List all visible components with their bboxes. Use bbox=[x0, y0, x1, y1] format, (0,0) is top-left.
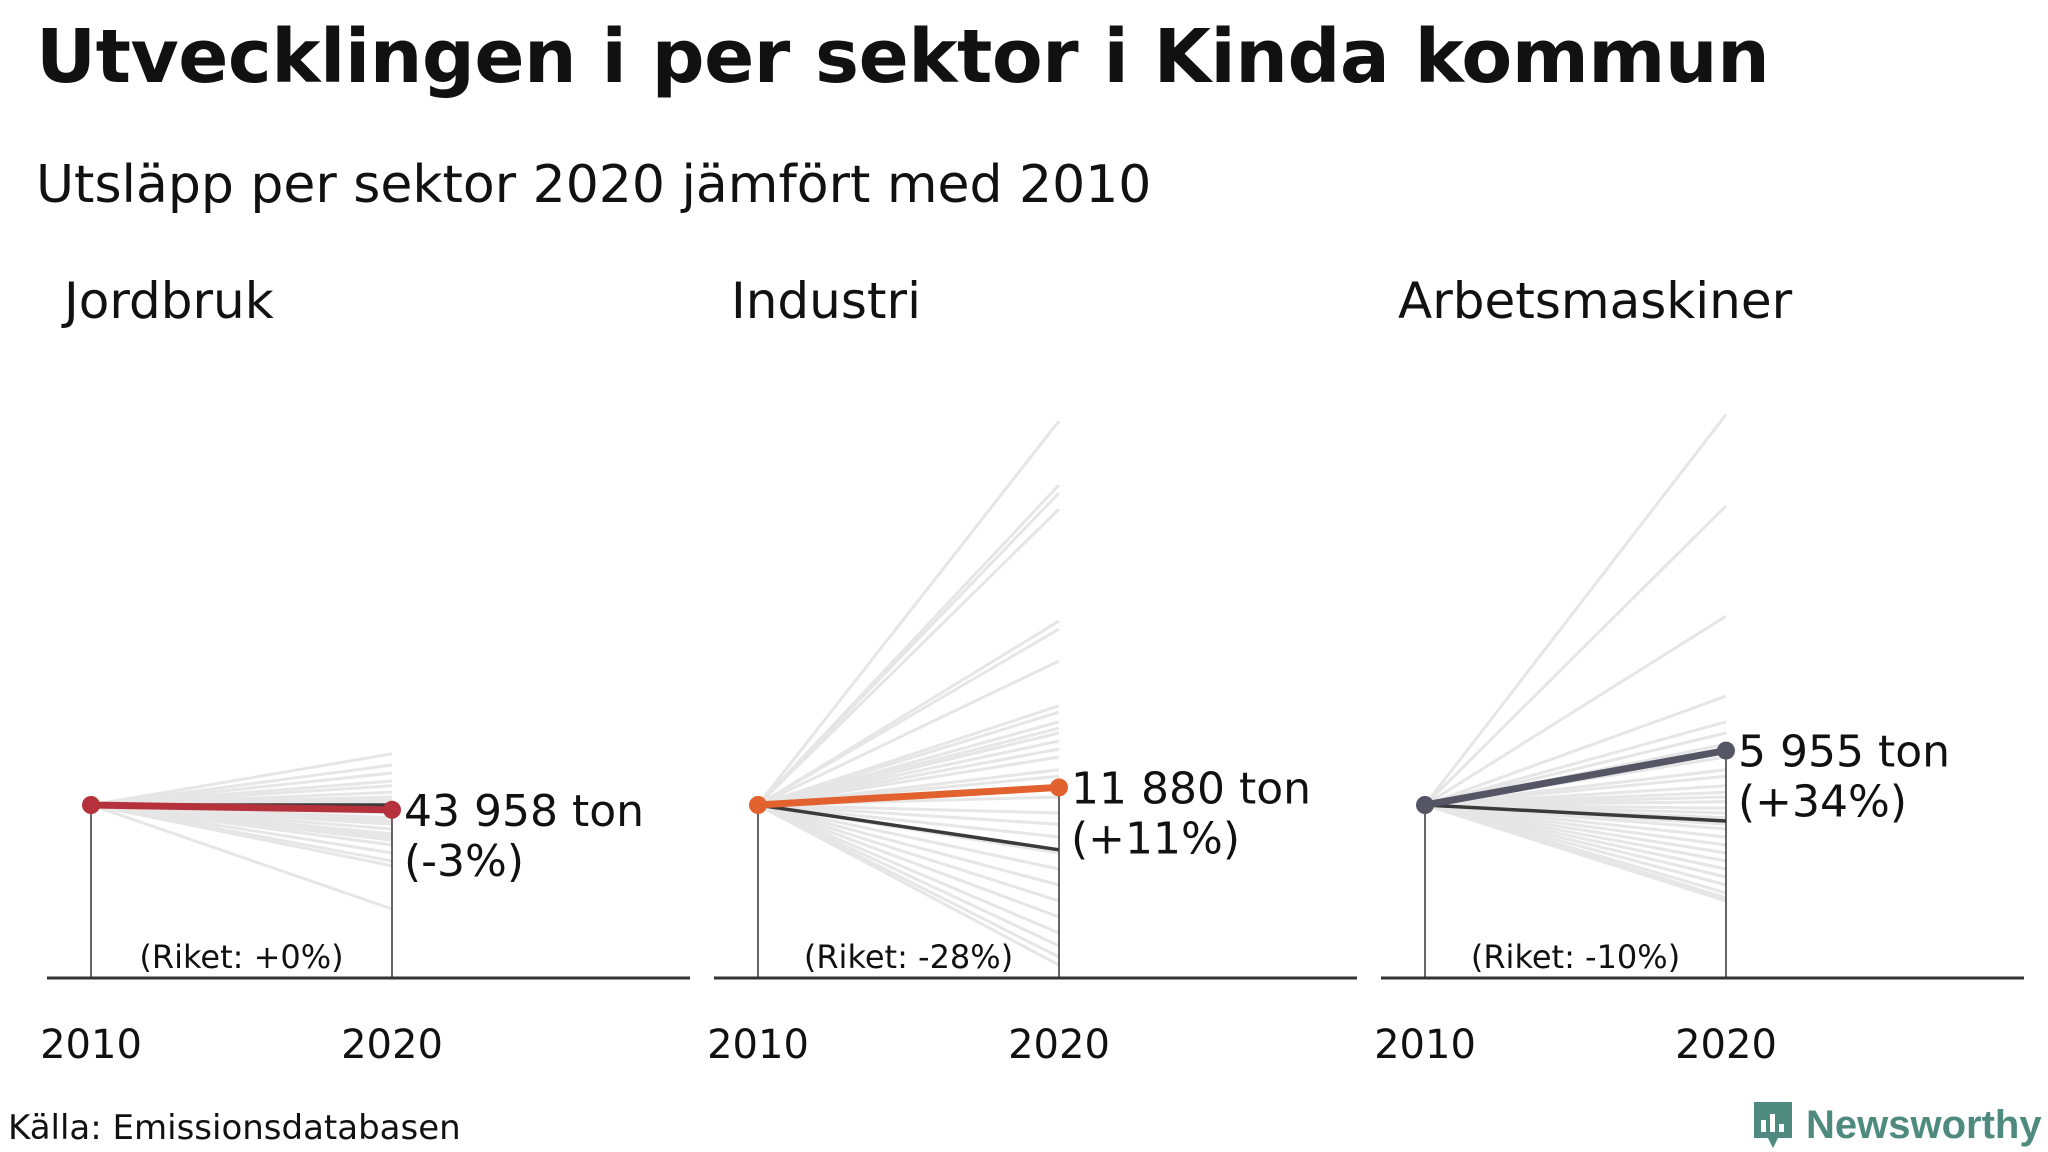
x-tick-label: 2020 bbox=[341, 1022, 443, 1068]
x-tick-label: 2020 bbox=[1008, 1022, 1110, 1068]
other-municipality-line bbox=[757, 755, 1060, 807]
municipality-line bbox=[1421, 747, 1730, 809]
other-municipality-line bbox=[1424, 774, 1727, 807]
other-municipality-line bbox=[1424, 720, 1727, 807]
point-2010 bbox=[1416, 796, 1434, 814]
other-municipality-line bbox=[1423, 504, 1728, 807]
panel-arbetsmaskiner: Arbetsmaskiner 5 955 ton(+34%) (Riket: -10… bbox=[1374, 272, 2024, 1068]
riket-label: (Riket: +0%) bbox=[139, 938, 343, 976]
other-municipality-line bbox=[757, 803, 1060, 839]
riket-label: (Riket: -28%) bbox=[804, 938, 1013, 976]
change-label: (+11%) bbox=[1071, 813, 1240, 864]
panel-title: Arbetsmaskiner bbox=[1398, 272, 1793, 330]
chart-subtitle: Utsläpp per sektor 2020 jämfört med 2010 bbox=[36, 155, 1152, 215]
panel-title: Industri bbox=[731, 272, 921, 330]
other-municipality-line bbox=[1424, 803, 1727, 903]
value-label: 5 955 ton bbox=[1738, 727, 1950, 778]
change-label: (-3%) bbox=[404, 836, 524, 887]
national-line bbox=[757, 803, 1060, 852]
other-municipality-line bbox=[1424, 614, 1727, 807]
national-line bbox=[1424, 803, 1727, 823]
riket-label: (Riket: -10%) bbox=[1471, 938, 1680, 976]
value-label: 43 958 ton bbox=[404, 786, 644, 837]
x-tick-label: 2010 bbox=[707, 1022, 809, 1068]
other-municipality-line bbox=[756, 491, 1061, 807]
other-municipality-line bbox=[757, 710, 1060, 807]
other-municipality-line bbox=[756, 420, 1061, 806]
x-tick-label: 2010 bbox=[1374, 1022, 1476, 1068]
newsworthy-logo-icon bbox=[1754, 1102, 1792, 1148]
panel-industri: Industri 11 880 ton(+11%) (Riket: -28%) 201… bbox=[707, 272, 1357, 1068]
other-municipality-line bbox=[757, 803, 1060, 919]
source-note: Källa: Emissionsdatabasen bbox=[8, 1108, 461, 1148]
newsworthy-logo[interactable]: Newsworthy bbox=[1750, 1098, 2042, 1152]
other-municipality-line bbox=[757, 803, 1060, 903]
other-municipality-line bbox=[757, 627, 1060, 807]
point-2010 bbox=[82, 796, 100, 814]
other-municipality-line bbox=[757, 803, 1060, 967]
x-tick-label: 2020 bbox=[1675, 1022, 1777, 1068]
chart-title: Utvecklingen i per sektor i Kinda kommun bbox=[36, 14, 1770, 100]
point-2020 bbox=[1050, 778, 1068, 797]
other-municipality-line bbox=[90, 803, 393, 868]
value-label: 11 880 ton bbox=[1071, 763, 1311, 814]
other-municipality-line bbox=[757, 803, 1060, 935]
x-tick-label: 2010 bbox=[40, 1022, 142, 1068]
change-label: (+34%) bbox=[1738, 777, 1907, 828]
municipality-line bbox=[754, 783, 1063, 809]
other-municipality-line bbox=[757, 803, 1060, 826]
other-municipality-line bbox=[757, 803, 1060, 948]
other-municipality-line bbox=[757, 803, 1060, 871]
panel-jordbruk: Jordbruk 43 958 ton(-3%) (Riket: +0%) 2010 2… bbox=[40, 272, 690, 1068]
other-municipality-line bbox=[1423, 413, 1728, 806]
point-2020 bbox=[1717, 741, 1735, 760]
other-municipality-line bbox=[1424, 694, 1727, 807]
point-2010 bbox=[749, 796, 767, 814]
other-municipality-line bbox=[90, 752, 393, 807]
panel-title: Jordbruk bbox=[61, 272, 274, 330]
other-municipality-line bbox=[757, 659, 1060, 807]
other-municipality-line bbox=[757, 803, 1060, 887]
other-municipality-line bbox=[757, 803, 1060, 815]
logo-text: Newsworthy bbox=[1806, 1102, 2042, 1147]
point-2020 bbox=[383, 800, 401, 819]
municipality-line bbox=[87, 801, 396, 814]
other-municipality-line bbox=[756, 507, 1061, 807]
other-municipality-line bbox=[90, 803, 393, 911]
